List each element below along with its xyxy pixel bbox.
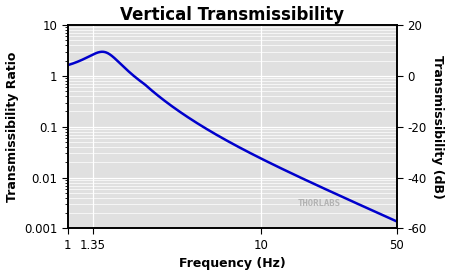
X-axis label: Frequency (Hz): Frequency (Hz) (179, 258, 286, 270)
Title: Vertical Transmissibility: Vertical Transmissibility (120, 6, 344, 23)
Text: THORLABS: THORLABS (298, 199, 341, 208)
Y-axis label: Transmissibility Ratio: Transmissibility Ratio (5, 52, 18, 202)
Y-axis label: Transmissibility (dB): Transmissibility (dB) (432, 55, 445, 199)
